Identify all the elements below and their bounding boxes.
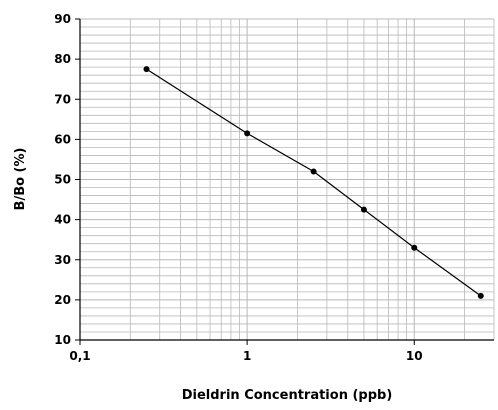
y-tick-label: 50: [54, 173, 71, 187]
grid: [79, 18, 495, 341]
data-point: [143, 66, 150, 73]
data-point: [477, 292, 484, 299]
data-point: [411, 244, 418, 251]
data-point: [244, 130, 251, 137]
y-tick-label: 70: [54, 92, 71, 106]
data-series: [143, 66, 484, 299]
y-tick-label: 20: [54, 293, 71, 307]
series-line: [146, 68, 482, 297]
x-tick-label: 1: [243, 349, 251, 363]
data-point: [360, 206, 367, 213]
x-tick-label: 10: [406, 349, 423, 363]
y-tick-label: 40: [54, 213, 71, 227]
data-point: [310, 168, 317, 175]
y-tick-label: 10: [54, 333, 71, 347]
axes: [75, 18, 494, 345]
x-tick-label: 0,1: [69, 349, 90, 363]
y-tick-label: 80: [54, 52, 71, 66]
y-axis-title: B/Bo (%): [13, 148, 28, 211]
y-tick-label: 60: [54, 132, 71, 146]
x-axis-title: Dieldrin Concentration (ppb): [182, 388, 393, 403]
y-tick-label: 30: [54, 253, 71, 267]
tick-labels: 10 20 30 40 50 60 70 80 90 0,1 1 10: [54, 12, 422, 363]
y-tick-label: 90: [54, 12, 71, 26]
